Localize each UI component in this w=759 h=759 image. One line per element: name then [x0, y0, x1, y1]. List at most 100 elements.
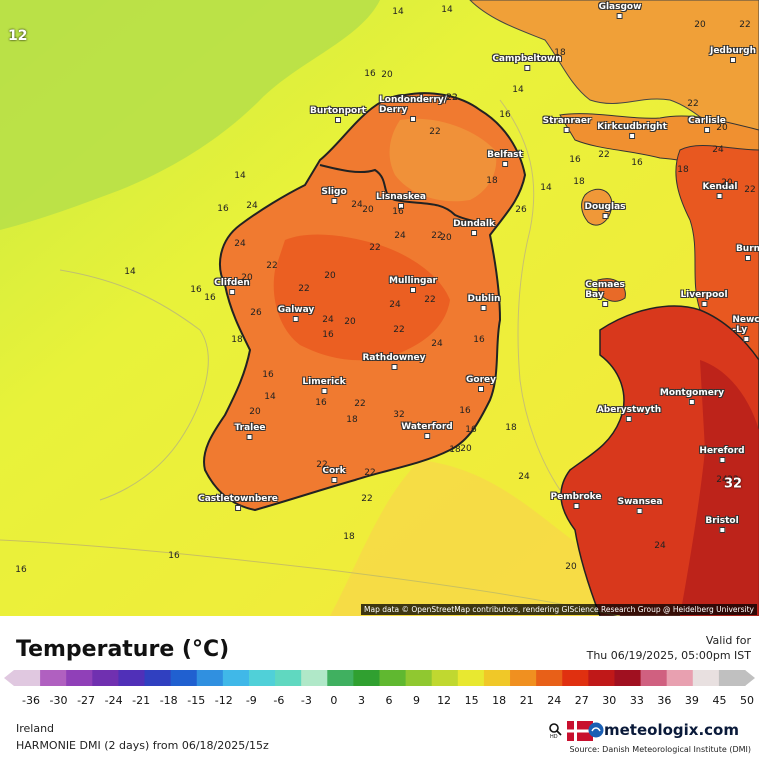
city-label: Dublin: [468, 294, 500, 311]
scale-segment: [353, 670, 380, 686]
isotherm-value: 24: [351, 200, 363, 210]
isotherm-value: 22: [687, 99, 699, 109]
isotherm-value: 18: [505, 423, 517, 433]
isotherm-value: 16: [322, 330, 334, 340]
isotherm-value: 16: [168, 551, 180, 561]
scale-tick-label: 36: [657, 694, 672, 707]
city-dot: [234, 505, 241, 511]
valid-for-label: Valid for: [705, 634, 751, 647]
scale-tick-label: 39: [684, 694, 699, 707]
scale-tick-label: -21: [132, 694, 151, 707]
scale-segment: [718, 670, 746, 686]
isotherm-value: 16: [217, 204, 229, 214]
city-label: Glasgow: [599, 2, 641, 19]
isotherm-value: 16: [499, 110, 511, 120]
isotherm-value: 22: [266, 261, 278, 271]
scale-tick-label: 3: [357, 694, 365, 707]
zoom-hd-icon[interactable]: HD: [548, 722, 562, 738]
isotherm-value: 20: [721, 178, 733, 188]
city-label: Gorey: [466, 375, 496, 392]
city-dot: [471, 230, 477, 236]
isotherm-value: 18: [343, 532, 355, 542]
isotherm-value: 18: [231, 335, 243, 345]
city-dot: [717, 193, 723, 199]
max-temperature-marker: 32: [723, 476, 743, 492]
scale-segment: [562, 670, 589, 686]
isotherm-value: 20: [381, 70, 393, 80]
isotherm-value: 14: [540, 183, 552, 193]
scale-segment: [170, 670, 198, 686]
scale-tick-label: -9: [245, 694, 257, 707]
city-dot: [718, 457, 725, 463]
city-dot: [423, 433, 430, 439]
city-label: Limerick: [302, 377, 346, 394]
isotherm-value: 16: [465, 425, 477, 435]
color-scale-bar: [4, 670, 755, 686]
city-dot: [688, 399, 695, 405]
city-label: Hereford: [699, 446, 745, 463]
city-dot: [477, 386, 484, 392]
scale-tick-label: 0: [330, 694, 338, 707]
city-dot: [704, 127, 710, 133]
isotherm-value: 18: [486, 176, 498, 186]
isotherm-value: 20: [716, 123, 728, 133]
scale-segment: [431, 670, 459, 686]
city-dot: [410, 116, 416, 122]
scale-segment: [144, 670, 172, 686]
scale-segment: [379, 670, 407, 686]
isotherm-value: 14: [124, 267, 136, 277]
city-label: Londonderry/Derry: [379, 95, 447, 122]
city-dot: [335, 117, 341, 123]
isotherm-value: 16: [15, 565, 27, 575]
city-dot: [573, 503, 579, 509]
city-dot: [637, 508, 643, 514]
city-dot: [742, 336, 749, 342]
scale-segment: [640, 670, 668, 686]
city-dot: [701, 301, 707, 307]
isotherm-value: 22: [739, 20, 751, 30]
scale-tick-label: -27: [77, 694, 96, 707]
temperature-map[interactable]: 12 Glasgow Jedburgh Campbeltown Londonderry…: [0, 0, 759, 616]
city-label: Castletownbere: [198, 494, 278, 511]
city-label: Rathdowney: [362, 353, 426, 370]
isotherm-value: 20: [565, 562, 577, 572]
isotherm-value: 20: [362, 205, 374, 215]
scale-tick-label: -30: [49, 694, 68, 707]
city-label: Galway: [278, 305, 314, 322]
isotherm-value: 18: [346, 415, 358, 425]
isotherm-value: 16: [631, 158, 643, 168]
scale-segment: [692, 670, 720, 686]
scale-segment: [92, 670, 119, 686]
scale-tick-label: -24: [104, 694, 123, 707]
city-label: Burn: [736, 244, 759, 261]
city-label: Douglas: [584, 202, 626, 219]
city-dot: [409, 287, 416, 293]
city-dot: [331, 198, 337, 204]
isotherm-value: 18: [554, 48, 566, 58]
city-label: Montgomery: [660, 388, 724, 405]
isotherm-value: 16: [204, 293, 216, 303]
isotherm-value: 18: [449, 445, 461, 455]
city-dot: [729, 57, 736, 63]
isotherm-value: 20: [241, 273, 253, 283]
city-label: Aberystwyth: [597, 405, 661, 422]
isotherm-value: 14: [234, 171, 246, 181]
data-source: Source: Danish Meteorological Institute …: [569, 745, 751, 754]
scale-segment: [483, 670, 511, 686]
isotherm-value: 22: [424, 295, 436, 305]
isotherm-value: 14: [264, 392, 276, 402]
isotherm-value: 20: [460, 444, 472, 454]
isotherm-value: 24: [716, 475, 728, 485]
scale-segment: [666, 670, 694, 686]
scale-tick-label: 50: [740, 694, 754, 707]
isotherm-value: 16: [459, 406, 471, 416]
isotherm-value: 16: [190, 285, 202, 295]
corner-label: 12: [8, 28, 28, 44]
city-dot: [229, 289, 235, 295]
isotherm-value: 22: [431, 231, 443, 241]
brand-link[interactable]: meteologix.com: [604, 721, 739, 739]
isotherm-value: 22: [446, 93, 458, 103]
city-dot: [617, 13, 623, 19]
isotherm-value: 32: [393, 410, 405, 420]
city-label: Cork: [322, 466, 346, 483]
